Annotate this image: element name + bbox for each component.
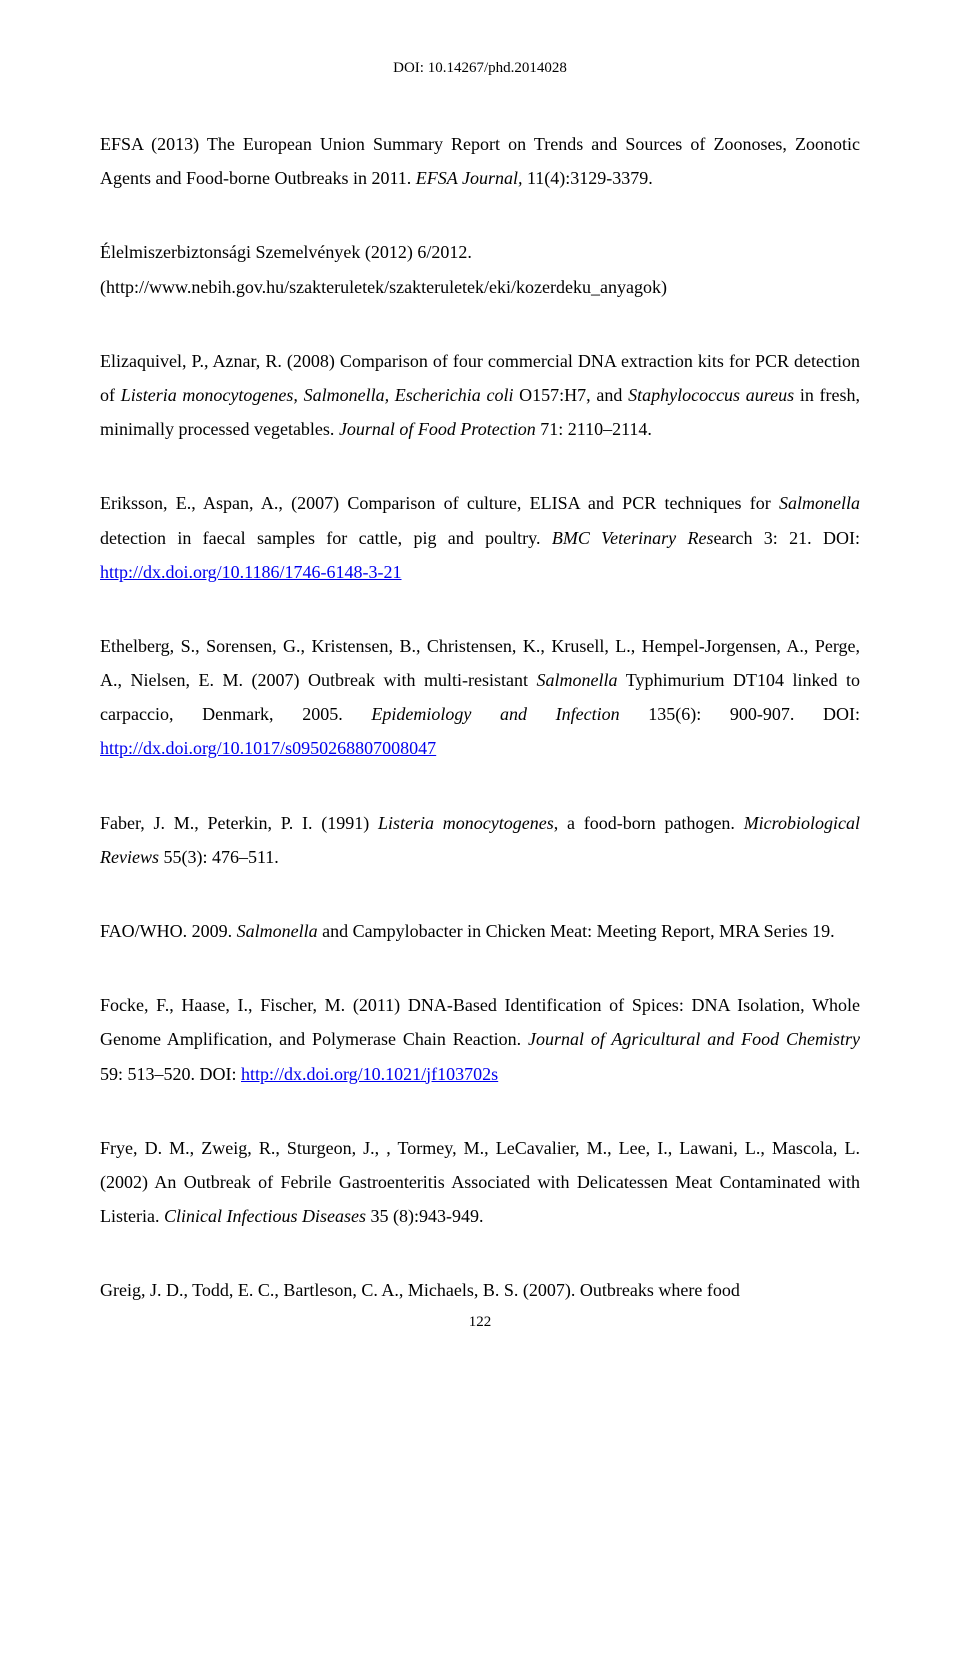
organism-name: Staphylococcus aureus [628, 385, 794, 405]
ref-text: 55(3): 476–511. [163, 847, 278, 867]
reference-efsa-2013: EFSA (2013) The European Union Summary R… [100, 127, 860, 195]
reference-focke-2011: Focke, F., Haase, I., Fischer, M. (2011)… [100, 988, 860, 1091]
ref-text: 71: 2110–2114. [536, 419, 652, 439]
ref-text: Faber, J. M., Peterkin, P. I. (1991) [100, 813, 378, 833]
reference-greig-2007: Greig, J. D., Todd, E. C., Bartleson, C.… [100, 1273, 860, 1307]
doi-link[interactable]: http://dx.doi.org/10.1017/s0950268807008… [100, 738, 436, 758]
reference-frye-2002: Frye, D. M., Zweig, R., Sturgeon, J., , … [100, 1131, 860, 1234]
ref-text: Greig, J. D., Todd, E. C., Bartleson, C.… [100, 1280, 740, 1300]
ref-text: Élelmiszerbiztonsági Szemelvények (2012)… [100, 242, 472, 262]
ref-text: FAO/WHO. 2009. [100, 921, 237, 941]
journal-title: Journal of Food Protection [339, 419, 536, 439]
reference-fao-who-2009: FAO/WHO. 2009. Salmonella and Campylobac… [100, 914, 860, 948]
organism-name: Salmonella [537, 670, 618, 690]
doi-link[interactable]: http://dx.doi.org/10.1186/1746-6148-3-21 [100, 562, 402, 582]
ref-text: detection in faecal samples for cattle, … [100, 528, 552, 548]
ref-text: 11(4):3129-3379. [522, 168, 652, 188]
ref-text: 59: 513–520. DOI: [100, 1064, 241, 1084]
journal-title: EFSA Journal, [416, 168, 523, 188]
ref-text: Eriksson, E., Aspan, A., (2007) Comparis… [100, 493, 779, 513]
organism-name: Listeria monocytogenes [378, 813, 554, 833]
ref-url-text: (http://www.nebih.gov.hu/szakteruletek/s… [100, 277, 667, 297]
ref-text: 35 (8):943-949. [366, 1206, 483, 1226]
organism-name: Listeria monocytogenes, Salmonella, Esch… [121, 385, 514, 405]
ref-text: and Campylobacter in Chicken Meat: Meeti… [318, 921, 835, 941]
journal-title: Journal of Agricultural and Food Chemist… [528, 1029, 860, 1049]
journal-title: BMC Veterinary Res [552, 528, 714, 548]
doi-header: DOI: 10.14267/phd.2014028 [100, 60, 860, 77]
ref-text: , a food-born pathogen. [554, 813, 744, 833]
page-number: 122 [100, 1314, 860, 1331]
organism-name: Salmonella [237, 921, 318, 941]
doi-link[interactable]: http://dx.doi.org/10.1021/jf103702s [241, 1064, 498, 1084]
reference-elelmiszer-2012: Élelmiszerbiztonsági Szemelvények (2012)… [100, 235, 860, 303]
journal-title: Clinical Infectious Diseases [164, 1206, 366, 1226]
reference-faber-1991: Faber, J. M., Peterkin, P. I. (1991) Lis… [100, 806, 860, 874]
reference-ethelberg-2007: Ethelberg, S., Sorensen, G., Kristensen,… [100, 629, 860, 766]
document-page: DOI: 10.14267/phd.2014028 EFSA (2013) Th… [0, 0, 960, 1371]
reference-elizaquivel-2008: Elizaquivel, P., Aznar, R. (2008) Compar… [100, 344, 860, 447]
journal-title: Epidemiology and Infection [371, 704, 619, 724]
reference-eriksson-2007: Eriksson, E., Aspan, A., (2007) Comparis… [100, 486, 860, 589]
organism-name: Salmonella [779, 493, 860, 513]
ref-text: 135(6): 900-907. DOI: [620, 704, 860, 724]
ref-text: earch 3: 21. DOI: [714, 528, 861, 548]
ref-text: O157:H7, and [513, 385, 628, 405]
